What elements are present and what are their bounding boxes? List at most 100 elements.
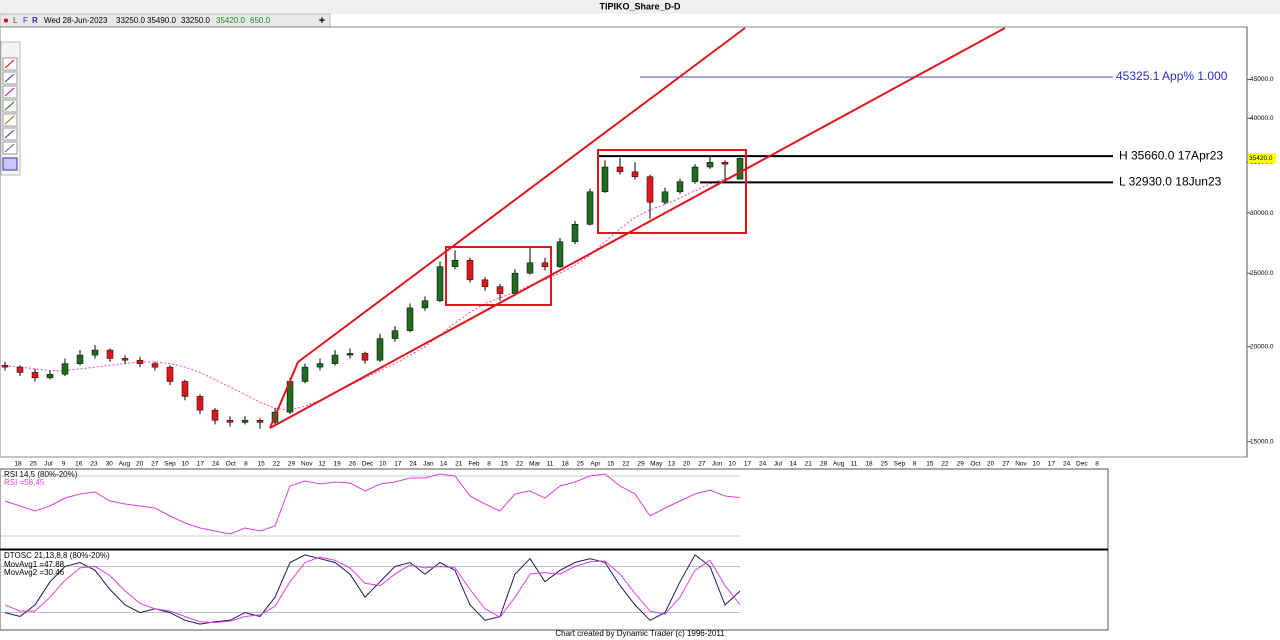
candle-body xyxy=(631,171,639,177)
candle-body xyxy=(436,266,444,301)
x-tick-label: 17 xyxy=(1048,461,1056,468)
tool-glyph xyxy=(4,115,15,125)
y-tick-label: 15000.0 xyxy=(1250,438,1274,445)
candle-body xyxy=(616,166,624,173)
x-tick-label: 24 xyxy=(1063,461,1071,468)
y-tick-label: 30000.0 xyxy=(1250,210,1274,217)
x-tick-label: 18 xyxy=(561,461,569,468)
candle-body xyxy=(511,272,519,294)
tool-glyph xyxy=(4,87,15,97)
x-tick-label: 8 xyxy=(913,461,917,468)
x-tick-label: Oct xyxy=(970,461,980,468)
x-tick-label: 17 xyxy=(197,461,205,468)
candle-body xyxy=(106,349,114,359)
x-tick-label: 13 xyxy=(668,461,676,468)
x-tick-label: 24 xyxy=(759,461,767,468)
candle-body xyxy=(226,420,234,423)
x-tick-label: Jan xyxy=(423,461,434,468)
candle-body xyxy=(496,286,504,294)
indicator-line xyxy=(4,554,741,625)
tool-icon[interactable]: F xyxy=(23,16,28,25)
trend-line xyxy=(269,27,1006,429)
x-tick-label: 14 xyxy=(789,461,797,468)
footer: Chart created by Dynamic Trader (c) 1996… xyxy=(555,629,725,638)
candle-body xyxy=(1,365,9,368)
candle-body xyxy=(376,338,384,361)
x-tick-label: 15 xyxy=(926,461,934,468)
x-tick-label: Aug xyxy=(833,461,845,468)
candle-body xyxy=(46,373,54,379)
x-tick-label: 17 xyxy=(744,461,752,468)
x-tick-label: 29 xyxy=(288,461,296,468)
bar-high: 35490.0 xyxy=(147,16,176,25)
x-tick-label: 16 xyxy=(75,461,83,468)
y-tick-label: 25000.0 xyxy=(1250,270,1274,277)
candle-body xyxy=(661,191,669,203)
x-tick-label: Oct xyxy=(226,461,236,468)
x-tick-label: 20 xyxy=(136,461,144,468)
x-tick-label: 27 xyxy=(1002,461,1010,468)
bar-close: 35420.0 xyxy=(216,16,245,25)
tool-icon[interactable]: L xyxy=(13,16,18,25)
add-button[interactable]: + xyxy=(319,15,325,27)
candle-body xyxy=(256,420,264,423)
x-tick-label: 10 xyxy=(729,461,737,468)
candle-body xyxy=(151,363,159,368)
trend-drawings xyxy=(269,27,1006,429)
x-tick-label: Jul xyxy=(44,461,53,468)
candle-body xyxy=(211,409,219,421)
x-tick-label: 8 xyxy=(244,461,248,468)
x-tick-label: 11 xyxy=(547,461,554,468)
dtosc-title: DTOSC 21,13,8,8 (80%-20%) xyxy=(4,551,110,560)
candle-body xyxy=(136,359,144,364)
tool-glyph xyxy=(4,143,15,153)
candle-body xyxy=(676,181,684,193)
y-tick-label: 45000.0 xyxy=(1250,76,1274,83)
x-tick-label: 29 xyxy=(957,461,965,468)
x-tick-label: 27 xyxy=(698,461,706,468)
candle-body xyxy=(691,166,699,182)
x-tick-label: 11 xyxy=(850,461,857,468)
indicator-line xyxy=(4,556,741,624)
candle-body xyxy=(586,191,594,225)
candle-body xyxy=(391,330,399,339)
x-tick-label: 23 xyxy=(90,461,98,468)
x-tick-label: 10 xyxy=(379,461,387,468)
legend-entry: MovAvg2 =30.46 xyxy=(4,568,65,577)
chart-title: TIPIKO_Share_D-D xyxy=(599,1,681,11)
level-label: H 35660.0 17Apr23 xyxy=(1119,148,1223,162)
x-tick-label: 12 xyxy=(318,461,326,468)
candle-body xyxy=(721,162,729,165)
tool-icon[interactable]: R xyxy=(32,16,38,25)
x-tick-label: 17 xyxy=(394,461,402,468)
x-tick-label: 18 xyxy=(14,461,22,468)
x-tick-label: 8 xyxy=(1095,461,1099,468)
candle-body xyxy=(91,349,99,356)
x-tick-label: Jun xyxy=(712,461,723,468)
x-tick-label: Nov xyxy=(1015,461,1027,468)
x-tick-label: 25 xyxy=(577,461,585,468)
x-tick-label: 20 xyxy=(683,461,691,468)
record-icon[interactable] xyxy=(4,18,8,23)
x-tick-label: 21 xyxy=(455,461,463,468)
range-box xyxy=(445,246,552,306)
x-tick-label: Jul xyxy=(774,461,783,468)
bar-open: 33250.0 xyxy=(116,16,145,25)
candle-body xyxy=(481,279,489,287)
candle-body xyxy=(331,354,339,364)
bar-date: Wed 28-Jun-2023 xyxy=(44,16,108,25)
legend-entry: MovAvg1 =47.88 xyxy=(4,560,65,569)
price-chart: 15000.020000.025000.030000.035000.040000… xyxy=(1,69,1276,468)
candle-body xyxy=(421,300,429,309)
trend-line xyxy=(269,361,299,429)
candle-body xyxy=(466,259,474,281)
candle-body xyxy=(346,353,354,356)
x-tick-label: 10 xyxy=(182,461,190,468)
candle-body xyxy=(301,366,309,382)
last-price-label: 35420.0 xyxy=(1249,155,1273,162)
x-tick-label: 21 xyxy=(805,461,813,468)
trend-line xyxy=(297,27,746,363)
tool-button[interactable] xyxy=(2,157,18,171)
